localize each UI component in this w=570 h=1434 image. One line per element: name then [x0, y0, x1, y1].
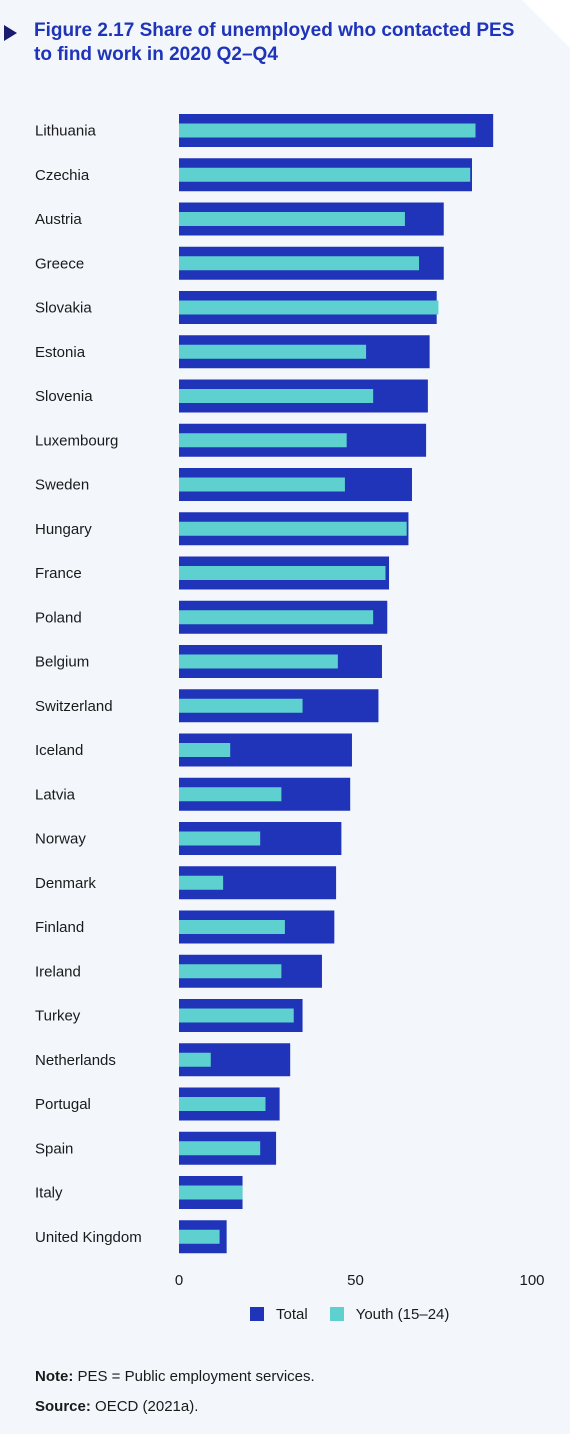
y-tick-label-estonia: Estonia — [35, 344, 86, 361]
corner-cut — [522, 0, 570, 48]
y-tick-label-czechia: Czechia — [35, 167, 90, 184]
bar-youth-norway — [179, 831, 261, 846]
bar-youth-estonia — [179, 344, 367, 359]
legend-item-youth: Youth (15–24) — [329, 1305, 450, 1323]
bar-youth-finland — [179, 920, 285, 934]
bar-youth-slovenia — [179, 389, 374, 403]
bar-youth-united-kingdom — [179, 1229, 220, 1244]
y-tick-label-netherlands: Netherlands — [35, 1052, 116, 1069]
legend-swatch-total — [250, 1307, 264, 1321]
legend-swatch-youth — [329, 1307, 344, 1321]
bar-youth-greece — [179, 256, 420, 271]
bar-youth-czechia — [179, 167, 471, 182]
y-tick-label-lithuania: Lithuania — [35, 123, 97, 140]
bar-youth-luxembourg — [179, 433, 347, 448]
y-tick-label-poland: Poland — [35, 609, 82, 626]
legend-label-youth: Youth (15–24) — [355, 1305, 450, 1323]
source-text: OECD (2021a). — [90, 1398, 199, 1415]
x-tick-label-0: 0 — [175, 1272, 183, 1289]
y-tick-label-denmark: Denmark — [35, 875, 96, 892]
x-tick-label-50: 50 — [347, 1272, 364, 1289]
y-tick-label-united-kingdom: United Kingdom — [35, 1229, 142, 1246]
y-tick-label-austria: Austria — [35, 211, 82, 228]
y-tick-label-norway: Norway — [35, 831, 86, 848]
notes: Note: PES = Public employment services. … — [35, 1362, 535, 1422]
y-tick-label-iceland: Iceland — [35, 742, 83, 759]
bar-youth-poland — [179, 610, 374, 625]
legend: Total Youth (15–24) — [250, 1304, 471, 1324]
y-tick-label-luxembourg: Luxembourg — [35, 432, 118, 449]
bar-youth-slovakia — [179, 300, 439, 315]
legend-item-total: Total — [250, 1306, 308, 1323]
y-tick-label-greece: Greece — [35, 255, 84, 272]
y-tick-label-sweden: Sweden — [35, 477, 89, 494]
bar-youth-switzerland — [179, 698, 303, 713]
bar-chart: Lithuania Czechia Austria Greece Slovakia Est… — [35, 114, 545, 1289]
source-label: Source: — [35, 1398, 91, 1415]
y-tick-label-switzerland: Switzerland — [35, 698, 113, 715]
note-label: Note: — [35, 1368, 74, 1385]
y-tick-label-belgium: Belgium — [35, 654, 89, 671]
bar-youth-latvia — [179, 787, 282, 802]
bar-youth-iceland — [179, 743, 231, 757]
y-tick-label-slovenia: Slovenia — [35, 388, 93, 405]
bar-youth-portugal — [179, 1097, 266, 1111]
legend-label-total: Total — [276, 1305, 308, 1323]
bar-youth-ireland — [179, 964, 282, 979]
x-tick-label-100: 100 — [519, 1272, 544, 1289]
y-tick-label-italy: Italy — [35, 1185, 63, 1202]
figure-triangle-icon — [4, 25, 17, 41]
bar-youth-sweden — [179, 477, 345, 492]
bar-youth-netherlands — [179, 1052, 211, 1067]
bar-youth-hungary — [179, 521, 407, 536]
bar-youth-spain — [179, 1141, 261, 1156]
y-tick-label-finland: Finland — [35, 919, 84, 936]
note-line: Note: PES = Public employment services. — [35, 1362, 535, 1392]
y-tick-label-hungary: Hungary — [35, 521, 92, 538]
bar-youth-turkey — [179, 1008, 294, 1023]
y-tick-label-turkey: Turkey — [35, 1008, 81, 1025]
bar-youth-denmark — [179, 875, 224, 890]
y-tick-label-spain: Spain — [35, 1140, 73, 1157]
y-tick-label-portugal: Portugal — [35, 1096, 91, 1113]
bar-youth-belgium — [179, 654, 338, 669]
bar-youth-france — [179, 566, 386, 580]
y-tick-label-ireland: Ireland — [35, 963, 81, 980]
bar-youth-lithuania — [179, 123, 476, 138]
note-text: PES = Public employment services. — [73, 1368, 315, 1385]
bar-youth-italy — [179, 1185, 243, 1200]
y-tick-label-france: France — [35, 565, 82, 582]
source-line: Source: OECD (2021a). — [35, 1392, 535, 1422]
y-tick-label-slovakia: Slovakia — [35, 300, 92, 317]
y-tick-label-latvia: Latvia — [35, 786, 76, 803]
figure-title: Figure 2.17 Share of unemployed who cont… — [34, 20, 515, 65]
bar-youth-austria — [179, 212, 405, 226]
